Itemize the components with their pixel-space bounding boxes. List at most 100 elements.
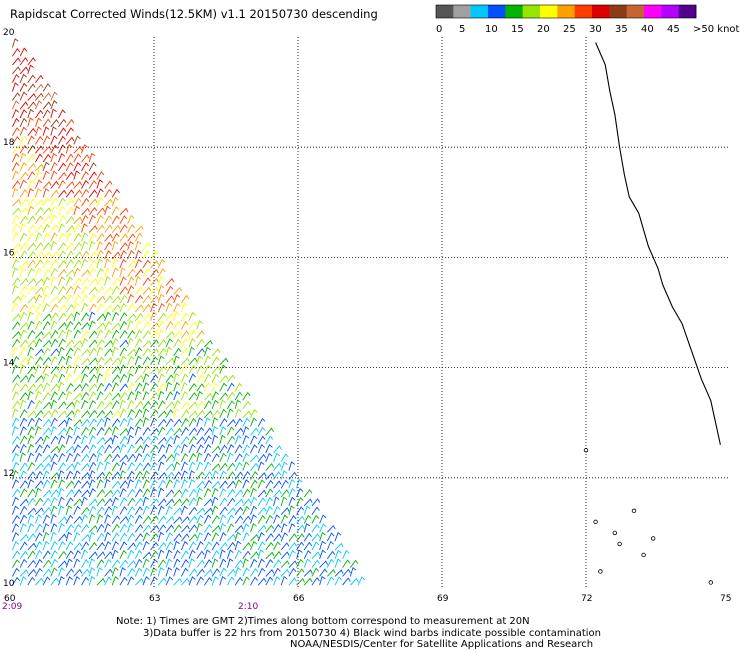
wind-barb	[65, 410, 75, 418]
wind-barb	[19, 357, 29, 366]
wind-barb	[27, 478, 35, 489]
wind-barb	[265, 576, 274, 586]
wind-barb	[119, 506, 128, 515]
wind-barb	[111, 277, 121, 286]
wind-barb	[96, 567, 103, 577]
wind-barb	[96, 479, 104, 489]
wind-barb	[134, 452, 143, 462]
wind-barb	[35, 558, 43, 568]
wind-barb	[211, 373, 220, 383]
wind-barb	[203, 417, 211, 427]
wind-barb	[58, 189, 67, 198]
wind-barb	[188, 401, 198, 410]
wind-barb	[196, 461, 204, 471]
wind-barb	[35, 567, 43, 577]
wind-barb	[50, 338, 59, 348]
wind-barb	[234, 540, 242, 551]
wind-barb	[142, 496, 149, 507]
wind-barb	[142, 576, 150, 586]
wind-barb	[296, 524, 305, 533]
wind-barb	[12, 48, 21, 57]
wind-barb	[11, 408, 19, 418]
wind-barb	[35, 145, 44, 154]
wind-barb	[265, 479, 274, 489]
wind-barb	[104, 426, 113, 436]
wind-barb	[58, 550, 67, 560]
wind-barb	[58, 242, 67, 251]
wind-barb	[50, 383, 59, 392]
wind-barb	[73, 302, 80, 313]
wind-barb	[50, 205, 58, 216]
wind-barb	[219, 382, 228, 392]
wind-barb	[73, 374, 83, 383]
wind-barb	[204, 410, 213, 419]
wind-barb	[34, 311, 43, 321]
wind-barb	[227, 568, 236, 577]
wind-barb	[58, 505, 65, 515]
wind-barb	[165, 381, 172, 392]
wind-barb	[303, 489, 313, 498]
wind-barb	[188, 478, 196, 489]
wind-barb	[34, 549, 43, 559]
wind-barb	[58, 312, 67, 322]
wind-barb	[96, 303, 105, 313]
wind-barb	[157, 339, 167, 348]
wind-barb	[150, 409, 159, 418]
wind-barb	[88, 383, 98, 392]
wind-barb	[34, 232, 43, 242]
wind-barb	[165, 346, 173, 357]
wind-barb	[165, 558, 173, 568]
wind-barb	[65, 480, 75, 489]
wind-barb	[211, 356, 220, 366]
wind-barb	[81, 534, 91, 542]
wind-barb	[150, 374, 159, 383]
lat-label: 20	[3, 28, 15, 38]
wind-barb	[150, 260, 159, 269]
wind-barb	[65, 250, 74, 260]
wind-barb	[50, 577, 59, 586]
wind-barb	[111, 188, 120, 198]
wind-barb	[188, 329, 197, 339]
wind-barb	[288, 488, 296, 498]
wind-barb	[11, 302, 19, 313]
wind-barb	[96, 409, 105, 418]
wind-barb	[296, 558, 304, 568]
wind-barb	[319, 568, 328, 577]
wind-barb	[19, 285, 28, 295]
wind-barb	[157, 355, 165, 365]
wind-barb	[119, 516, 129, 524]
wind-barb	[173, 479, 181, 489]
wind-barb	[81, 144, 88, 154]
wind-barb	[134, 258, 142, 269]
wind-barb	[181, 426, 189, 436]
wind-barb	[242, 558, 249, 568]
wind-barb	[265, 524, 274, 533]
wind-barb	[58, 479, 66, 489]
wind-barb	[50, 399, 58, 410]
wind-barb	[104, 180, 113, 189]
wind-barb	[196, 471, 205, 480]
wind-barb	[134, 320, 143, 330]
wind-barb	[134, 240, 142, 251]
wind-barb	[81, 559, 90, 568]
wind-barb	[127, 417, 134, 427]
wind-barb	[173, 567, 180, 577]
wind-barb	[165, 357, 175, 366]
wind-barb	[326, 524, 336, 533]
wind-barb	[111, 357, 121, 366]
wind-barb	[35, 224, 44, 233]
wind-barb	[173, 302, 181, 313]
wind-barb	[58, 152, 66, 163]
wind-barb	[58, 444, 66, 454]
wind-barb	[73, 189, 82, 198]
wind-barb	[88, 399, 97, 410]
wind-barb	[134, 418, 144, 427]
wind-barb	[11, 425, 19, 436]
wind-barb	[180, 505, 188, 515]
wind-barb	[250, 417, 258, 427]
wind-barb	[119, 454, 129, 463]
wind-barb	[142, 400, 151, 410]
wind-barb	[134, 524, 144, 533]
wind-barb	[42, 418, 52, 427]
wind-barb	[188, 346, 195, 357]
